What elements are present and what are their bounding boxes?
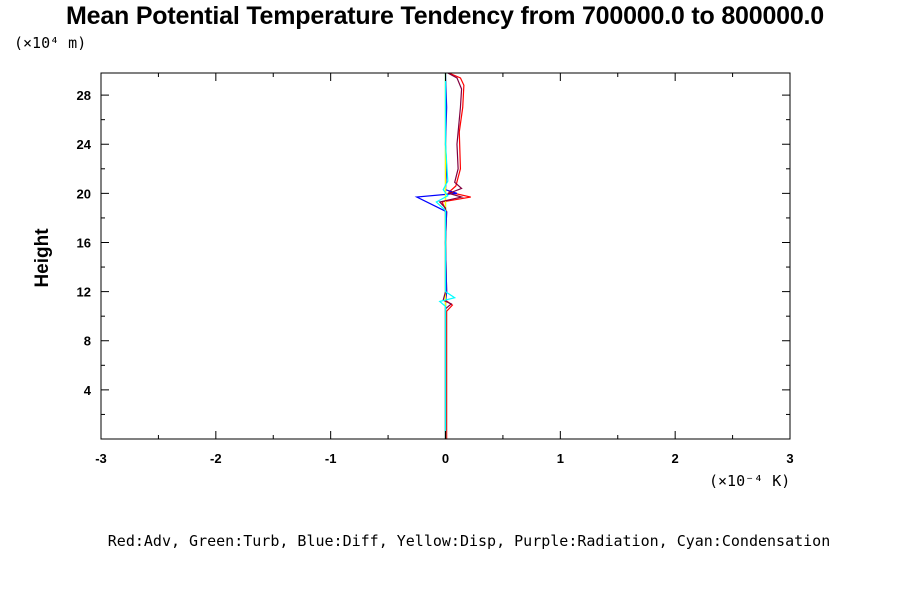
x-tick-label: 0 bbox=[442, 451, 449, 466]
x-tick-label: 3 bbox=[786, 451, 793, 466]
y-tick-label: 24 bbox=[77, 137, 92, 152]
chart-title: Mean Potential Temperature Tendency from… bbox=[65, 2, 824, 30]
series-line-diff bbox=[414, 72, 458, 439]
x-axis-unit: (×10⁻⁴ K) bbox=[709, 472, 791, 490]
series-layer bbox=[414, 72, 471, 439]
x-tick-label: -2 bbox=[210, 451, 222, 466]
y-tick-label: 16 bbox=[77, 235, 91, 250]
x-tick-label: 2 bbox=[672, 451, 679, 466]
x-tick-label: -1 bbox=[325, 451, 337, 466]
y-tick-label: 28 bbox=[77, 88, 91, 103]
legend: Red:Adv, Green:Turb, Blue:Diff, Yellow:D… bbox=[107, 532, 831, 550]
x-tick-label: -3 bbox=[95, 451, 107, 466]
y-tick-label: 12 bbox=[77, 285, 91, 300]
series-line-radiation bbox=[438, 72, 464, 439]
y-axis-unit: (×10⁴ m) bbox=[14, 34, 87, 52]
x-tick-label: 1 bbox=[557, 451, 564, 466]
series-line-condensation bbox=[435, 73, 457, 439]
y-tick-label: 8 bbox=[84, 334, 91, 349]
y-tick-label: 20 bbox=[77, 186, 91, 201]
y-tick-label: 4 bbox=[84, 383, 92, 398]
